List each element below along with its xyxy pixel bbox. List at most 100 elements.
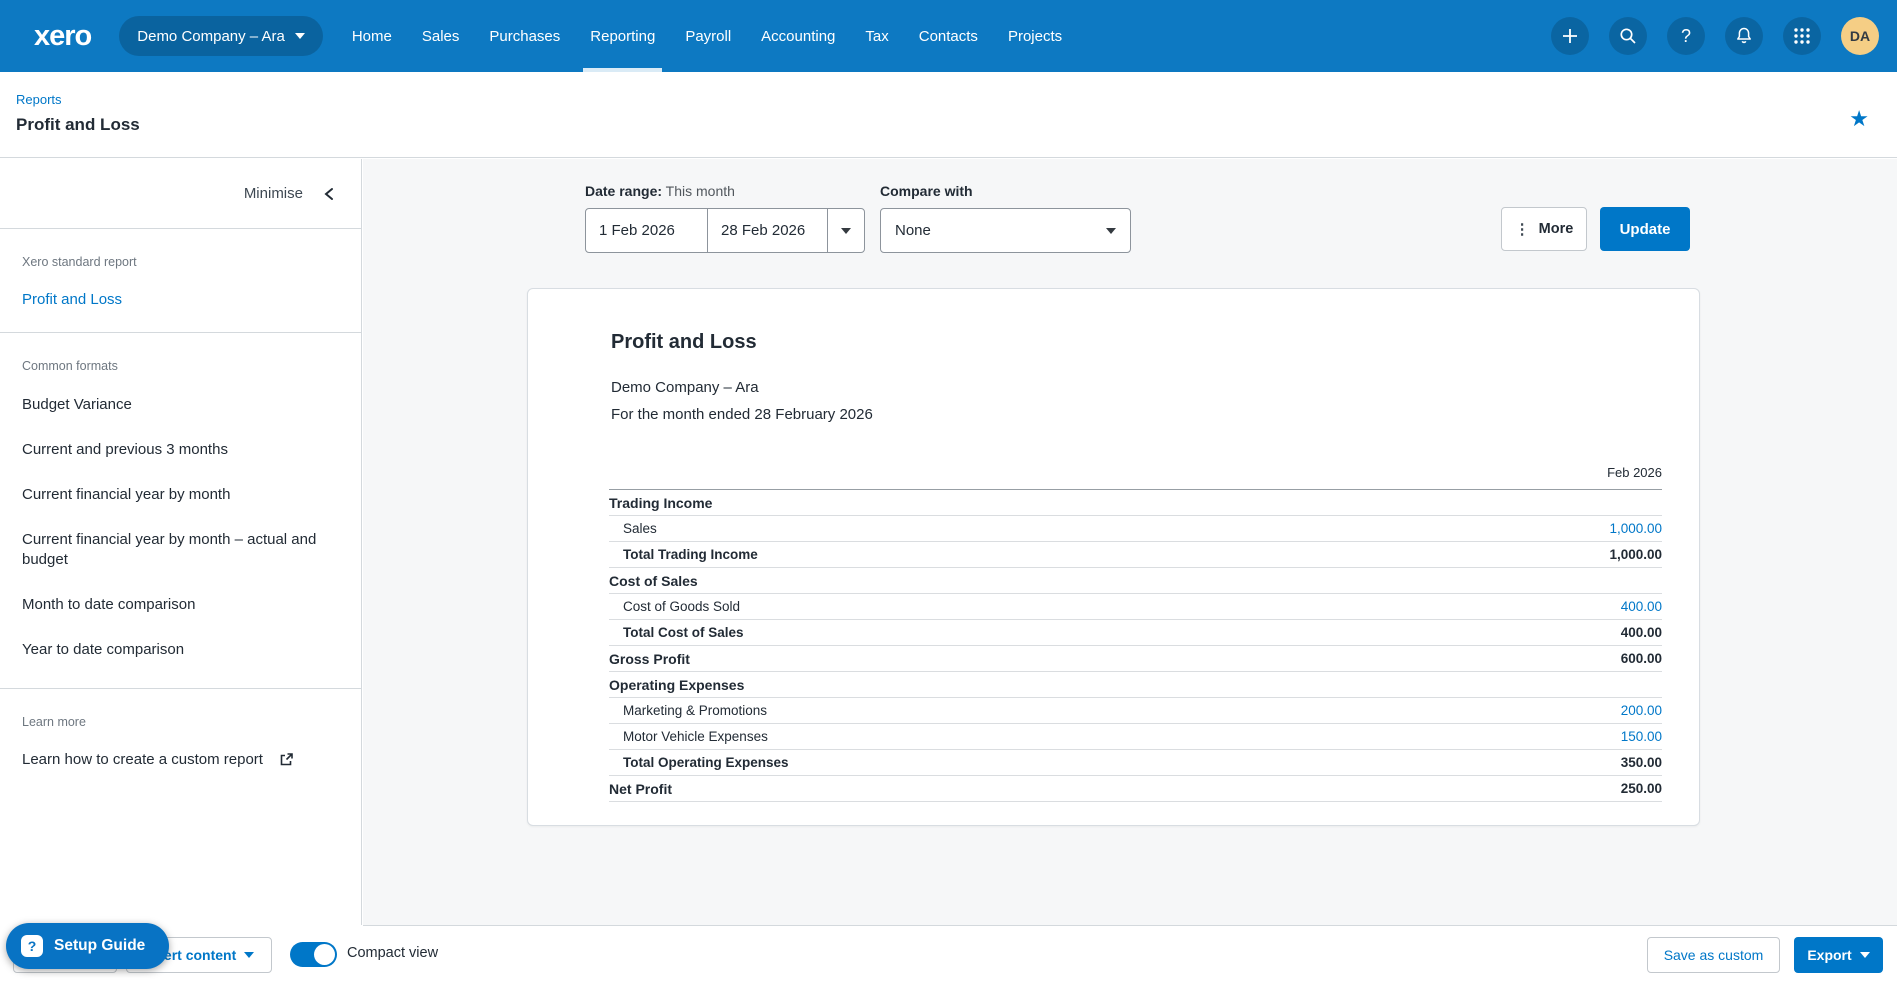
- main-nav: Home Sales Purchases Reporting Payroll A…: [337, 0, 1077, 72]
- user-avatar[interactable]: DA: [1841, 17, 1879, 55]
- row-value: 250.00: [1620, 781, 1662, 796]
- nav-item-sales[interactable]: Sales: [421, 27, 460, 45]
- chevron-down-icon: [294, 33, 305, 39]
- row-label: Total Operating Expenses: [623, 755, 789, 770]
- row-value: 350.00: [1620, 755, 1662, 770]
- chevron-down-icon: [841, 227, 851, 234]
- table-row-marketing-promotions: Marketing & Promotions 200.00: [609, 698, 1662, 724]
- search-button[interactable]: [1609, 17, 1647, 55]
- date-from-field[interactable]: 1 Feb 2026: [599, 222, 675, 239]
- top-nav-bar: xero Demo Company – Ara Home Sales Purch…: [0, 0, 1897, 72]
- more-button-label: More: [1538, 221, 1574, 237]
- compare-with-select[interactable]: None: [880, 208, 1131, 253]
- compact-view-toggle[interactable]: [290, 942, 337, 967]
- row-label: Cost of Goods Sold: [623, 599, 741, 614]
- sidebar-item-current-fy-by-month[interactable]: Current financial year by month: [22, 486, 231, 503]
- toggle-knob: [314, 944, 335, 965]
- setup-guide-label: Setup Guide: [54, 937, 146, 954]
- nav-item-purchases[interactable]: Purchases: [489, 27, 561, 45]
- sidebar-item-month-to-date[interactable]: Month to date comparison: [22, 596, 196, 613]
- row-label: Sales: [623, 521, 657, 536]
- table-row-sales: Sales 1,000.00: [609, 516, 1662, 542]
- table-row-net-profit: Net Profit 250.00: [609, 776, 1662, 802]
- org-selector[interactable]: Demo Company – Ara: [119, 16, 323, 56]
- external-link-icon: [279, 752, 294, 767]
- table-row-total-cost-of-sales: Total Cost of Sales 400.00: [609, 620, 1662, 646]
- chevron-down-icon: [244, 952, 255, 958]
- export-label: Export: [1807, 947, 1852, 963]
- sidebar-section-learn-more: Learn more Learn how to create a custom …: [0, 689, 361, 792]
- xero-logo: xero: [34, 19, 92, 52]
- export-button[interactable]: Export: [1794, 937, 1883, 973]
- nav-item-home[interactable]: Home: [351, 27, 392, 45]
- sidebar-item-year-to-date[interactable]: Year to date comparison: [22, 641, 185, 658]
- report-card: Profit and Loss Demo Company – Ara For t…: [527, 288, 1700, 826]
- nav-item-reporting[interactable]: Reporting: [575, 0, 670, 72]
- report-company: Demo Company – Ara: [611, 379, 759, 396]
- breadcrumb-reports-link[interactable]: Reports: [16, 92, 62, 107]
- row-value-link[interactable]: 150.00: [1620, 729, 1662, 744]
- chevron-left-icon: [323, 187, 335, 201]
- report-main-area: Date range: This month 1 Feb 2026 28 Feb…: [363, 159, 1897, 925]
- sidebar-item-current-previous-3-months[interactable]: Current and previous 3 months: [22, 441, 228, 458]
- compare-with-label: Compare with: [880, 183, 973, 199]
- compare-with-value: None: [895, 222, 931, 239]
- chevron-down-icon: [1859, 952, 1870, 958]
- report-period: For the month ended 28 February 2026: [611, 406, 873, 423]
- row-label: Cost of Sales: [609, 572, 698, 589]
- table-row-gross-profit: Gross Profit 600.00: [609, 646, 1662, 672]
- date-range-dropdown-button[interactable]: [827, 209, 864, 252]
- favorite-star-icon[interactable]: ★: [1849, 106, 1869, 131]
- sidebar-item-profit-and-loss[interactable]: Profit and Loss: [22, 291, 123, 308]
- common-formats-list: Budget Variance Current and previous 3 m…: [22, 395, 339, 660]
- row-value-link[interactable]: 400.00: [1620, 599, 1662, 614]
- row-label: Net Profit: [609, 780, 672, 797]
- row-label: Operating Expenses: [609, 676, 745, 693]
- help-icon: ?: [1680, 25, 1691, 46]
- row-label: Total Trading Income: [623, 547, 758, 562]
- more-options-button[interactable]: ⋮ More: [1501, 207, 1587, 251]
- row-label: Marketing & Promotions: [623, 703, 768, 718]
- date-to-field[interactable]: 28 Feb 2026: [707, 209, 827, 252]
- learn-custom-report-link[interactable]: Learn how to create a custom report: [22, 751, 339, 768]
- nav-item-tax[interactable]: Tax: [865, 27, 889, 45]
- table-row-motor-vehicle-expenses: Motor Vehicle Expenses 150.00: [609, 724, 1662, 750]
- notifications-button[interactable]: [1725, 17, 1763, 55]
- report-footer-bar: Insert content Compact view Save as cust…: [0, 923, 1897, 982]
- row-value: 1,000.00: [1609, 547, 1662, 562]
- sidebar-item-budget-variance[interactable]: Budget Variance: [22, 396, 132, 413]
- org-selector-label: Demo Company – Ara: [137, 27, 285, 45]
- sidebar-item-current-fy-actual-budget[interactable]: Current financial year by month – actual…: [22, 531, 317, 568]
- date-range-picker: 1 Feb 2026 28 Feb 2026: [585, 208, 865, 253]
- minimise-sidebar-button[interactable]: Minimise: [0, 159, 361, 229]
- learn-link-label: Learn how to create a custom report: [22, 751, 263, 768]
- table-row-trading-income: Trading Income: [609, 490, 1662, 516]
- setup-guide-help-icon: ?: [21, 935, 43, 957]
- row-value: 600.00: [1620, 651, 1662, 666]
- sidebar-section-standard: Xero standard report Profit and Loss: [0, 229, 361, 333]
- save-as-custom-button[interactable]: Save as custom: [1647, 937, 1780, 973]
- common-formats-section-label: Common formats: [22, 359, 118, 373]
- row-label: Total Cost of Sales: [623, 625, 744, 640]
- search-icon: [1618, 26, 1638, 46]
- setup-guide-button[interactable]: ? Setup Guide: [6, 923, 170, 969]
- row-value: 400.00: [1620, 625, 1662, 640]
- page-title: Profit and Loss: [16, 115, 140, 134]
- report-table: Feb 2026 Trading Income Sales 1,000.00 T…: [609, 452, 1662, 802]
- nav-item-payroll[interactable]: Payroll: [685, 27, 732, 45]
- table-row-operating-expenses: Operating Expenses: [609, 672, 1662, 698]
- report-title: Profit and Loss: [611, 331, 757, 353]
- row-value-link[interactable]: 200.00: [1620, 703, 1662, 718]
- row-value-link[interactable]: 1,000.00: [1609, 521, 1662, 536]
- nav-item-projects[interactable]: Projects: [1007, 27, 1063, 45]
- nav-item-contacts[interactable]: Contacts: [918, 27, 978, 45]
- table-row-cost-of-goods-sold: Cost of Goods Sold 400.00: [609, 594, 1662, 620]
- help-button[interactable]: ?: [1667, 17, 1705, 55]
- apps-button[interactable]: [1783, 17, 1821, 55]
- row-label: Trading Income: [609, 494, 713, 511]
- header-actions: ? DA: [1551, 17, 1879, 55]
- add-new-button[interactable]: [1551, 17, 1589, 55]
- compare-with-label-text: Compare with: [880, 183, 973, 199]
- update-button[interactable]: Update: [1600, 207, 1690, 251]
- nav-item-accounting[interactable]: Accounting: [761, 27, 836, 45]
